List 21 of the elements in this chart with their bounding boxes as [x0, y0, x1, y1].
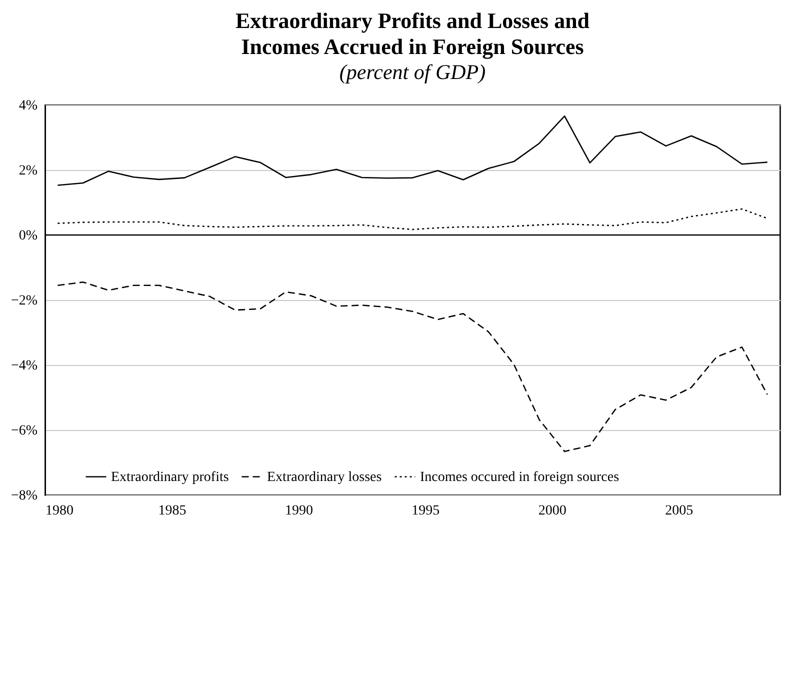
- y-tick-label: −8%: [10, 488, 38, 504]
- y-tick-label: −2%: [10, 294, 38, 308]
- x-tick-label: 2005: [665, 504, 694, 518]
- y-tick-label: −4%: [10, 358, 38, 374]
- line-series: [57, 208, 768, 230]
- chart-subtitle: (percent of GDP): [339, 60, 486, 84]
- x-tick-label: 2000: [538, 504, 566, 518]
- legend-label: Extraordinary profits: [111, 470, 229, 485]
- legend-label: Incomes occured in foreign sources: [420, 470, 620, 485]
- line-series: [57, 115, 768, 186]
- y-tick-label: 0%: [18, 228, 38, 244]
- y-tick-label: 4%: [18, 98, 38, 114]
- legend-label: Extraordinary losses: [267, 470, 382, 485]
- x-tick-label: 1985: [158, 504, 186, 518]
- x-tick-label: 1990: [284, 504, 313, 518]
- chart-title: Extraordinary Profits and Losses and Incomes Accrued in Foreign Sources: [235, 8, 590, 59]
- x-tick-label: 1980: [46, 504, 74, 518]
- line-series: [57, 281, 768, 452]
- y-tick-label: −6%: [10, 424, 38, 438]
- y-tick-label: 2%: [18, 164, 38, 178]
- x-tick-label: 1995: [412, 504, 440, 518]
